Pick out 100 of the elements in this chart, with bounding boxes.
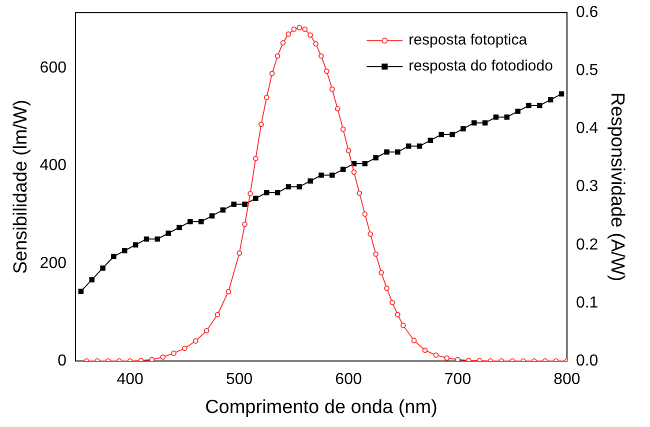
point <box>154 236 160 242</box>
point <box>378 270 384 276</box>
y2-tick-label: 0.0 <box>576 352 598 370</box>
point <box>537 102 542 108</box>
point <box>368 231 374 237</box>
point <box>313 41 318 47</box>
point <box>428 138 434 143</box>
point <box>144 236 150 242</box>
point <box>236 250 242 256</box>
point <box>394 312 400 318</box>
point <box>204 328 210 334</box>
point <box>89 277 94 282</box>
point <box>340 126 346 132</box>
point <box>400 322 406 328</box>
y2-tick-label: 0.3 <box>576 178 598 196</box>
y2-axis-title: Responsividade (A/W) <box>606 92 628 282</box>
point <box>220 207 226 213</box>
point <box>362 211 368 217</box>
y2-tick-label: 0.4 <box>576 120 598 138</box>
point <box>122 248 128 254</box>
x-tick-label: 500 <box>226 371 253 388</box>
point <box>248 190 253 196</box>
point <box>329 86 335 92</box>
point <box>231 202 236 207</box>
point <box>526 102 532 108</box>
point <box>416 144 422 149</box>
point <box>242 202 248 207</box>
point <box>340 166 346 172</box>
point <box>176 224 182 230</box>
point <box>182 346 188 352</box>
point <box>296 184 302 190</box>
point <box>274 53 280 59</box>
y2-tick-label: 0.6 <box>576 4 598 22</box>
point <box>433 352 439 358</box>
point <box>132 242 138 248</box>
y2-tick-label: 0.2 <box>576 236 598 254</box>
point <box>198 219 204 224</box>
point <box>192 338 198 344</box>
y-tick-label: 400 <box>40 157 67 174</box>
point <box>253 156 258 162</box>
point <box>438 132 444 138</box>
point <box>356 190 362 196</box>
point <box>171 350 176 356</box>
point <box>384 286 390 291</box>
point <box>493 114 499 120</box>
point <box>253 196 258 202</box>
point <box>450 132 455 138</box>
point <box>472 120 477 126</box>
point <box>422 348 428 353</box>
point <box>280 40 286 46</box>
point <box>274 190 280 196</box>
point <box>302 26 308 32</box>
point <box>188 219 193 224</box>
point <box>330 172 335 178</box>
point <box>351 169 357 175</box>
point <box>390 300 395 306</box>
point <box>548 97 554 102</box>
point <box>346 148 352 154</box>
point <box>296 25 302 30</box>
point <box>149 356 155 361</box>
x-tick-label: 700 <box>444 371 472 388</box>
legend-label: resposta fotoptica <box>408 32 528 49</box>
point <box>264 94 270 100</box>
point <box>286 184 292 190</box>
point <box>308 32 314 38</box>
point <box>318 53 324 59</box>
x-tick-label: 400 <box>116 371 144 388</box>
point <box>324 68 330 74</box>
point <box>504 114 510 120</box>
point <box>242 222 248 228</box>
point <box>318 172 324 178</box>
y-tick-label: 600 <box>40 60 67 77</box>
point <box>209 213 215 218</box>
point <box>291 26 297 32</box>
point <box>558 91 564 97</box>
point <box>444 355 450 361</box>
x-tick-label: 600 <box>335 371 362 388</box>
point <box>160 354 166 360</box>
x-tick-label: 800 <box>554 371 580 388</box>
y-axis-title: Sensibilidade (lm/W) <box>10 100 32 274</box>
point <box>214 312 220 318</box>
point <box>269 70 275 76</box>
y2-tick-label: 0.5 <box>576 62 598 80</box>
point <box>286 31 292 37</box>
point <box>308 178 313 184</box>
point <box>455 356 460 361</box>
legend-label: resposta do fotodiodo <box>408 58 553 75</box>
point <box>226 289 232 294</box>
point <box>373 155 378 160</box>
y-tick-label: 200 <box>40 254 67 272</box>
point <box>334 106 340 112</box>
point <box>373 251 379 257</box>
point <box>515 108 520 114</box>
point <box>395 149 400 155</box>
point <box>460 126 466 132</box>
point <box>482 120 488 126</box>
point <box>111 254 116 260</box>
point <box>411 338 417 344</box>
x-axis-title: Comprimento de onda (nm) <box>205 396 438 418</box>
point <box>78 288 84 294</box>
